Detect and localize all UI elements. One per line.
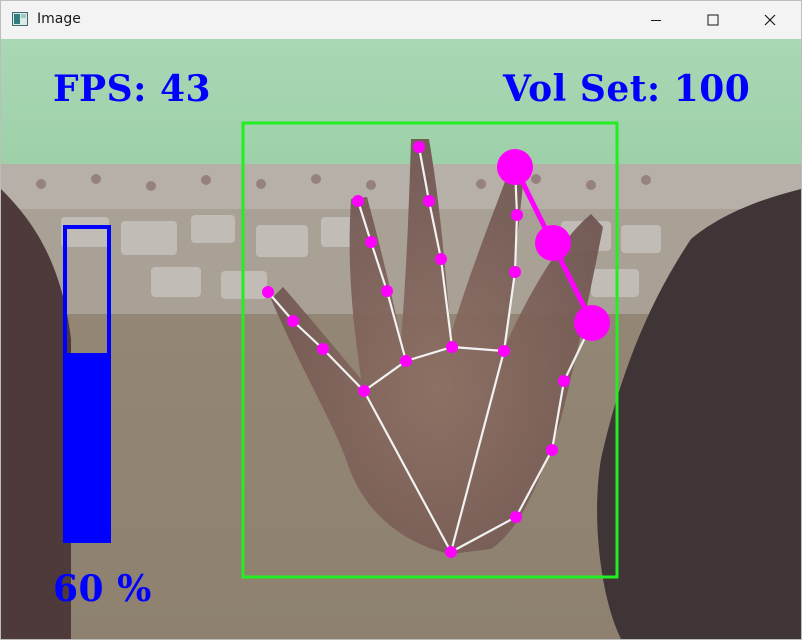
middle-connections [417, 146, 454, 348]
camera-feed: FPS: 43 Vol Set: 100 60 % [1, 39, 801, 639]
hand [271, 139, 603, 554]
maximize-button[interactable] [690, 1, 736, 39]
landmark-thumb-ip [287, 315, 299, 327]
hand-bounding-box [241, 121, 619, 579]
volume-percent-readout: 60 % [53, 568, 152, 610]
close-icon [764, 14, 776, 26]
landmark-index-pip [381, 285, 393, 297]
landmark-middle-tip [413, 141, 425, 153]
app-icon [12, 12, 28, 26]
pinch-point-a [497, 149, 533, 185]
landmark-index-mcp [400, 355, 412, 367]
landmark-index-tip [352, 195, 364, 207]
index-connections [356, 200, 408, 362]
wrist-to-ring-connection [449, 350, 506, 553]
ring-connections [502, 166, 519, 352]
landmark-ring-dip [511, 209, 523, 221]
title-bar[interactable]: Image [1, 1, 801, 39]
wall [1, 39, 801, 179]
landmark-thumb-tip [262, 286, 274, 298]
volume-bar-fill [65, 353, 109, 541]
landmark-index-dip [365, 236, 377, 248]
close-button[interactable] [747, 1, 793, 39]
window-title: Image [37, 11, 81, 27]
landmark-middle-dip [423, 195, 435, 207]
landmark-ring-mcp [498, 345, 510, 357]
maximize-icon [707, 14, 719, 26]
hand-landmarks [262, 141, 610, 558]
pinch-midpoint [535, 225, 571, 261]
landmark-middle-pip [435, 253, 447, 265]
left-sleeve [1, 189, 71, 639]
minimize-button[interactable] [633, 1, 679, 39]
landmark-wrist [445, 546, 457, 558]
minimize-icon [651, 20, 661, 21]
volume-set-readout: Vol Set: 100 [503, 68, 751, 110]
landmark-pinky-dip [558, 375, 570, 387]
palm-connections [363, 345, 505, 392]
landmark-ring-pip [509, 266, 521, 278]
landmark-pinky-mcp [510, 511, 522, 523]
landmark-thumb-cmc [358, 385, 370, 397]
volume-bar [63, 225, 111, 543]
camera-frame [1, 39, 801, 639]
border-tiles [1, 164, 801, 209]
landmark-middle-mcp [446, 341, 458, 353]
landmark-pinky-pip [546, 444, 558, 456]
right-sleeve [597, 189, 801, 639]
fps-readout: FPS: 43 [53, 68, 212, 110]
landmark-thumb-mcp [317, 343, 329, 355]
pinch-point-b [574, 305, 610, 341]
